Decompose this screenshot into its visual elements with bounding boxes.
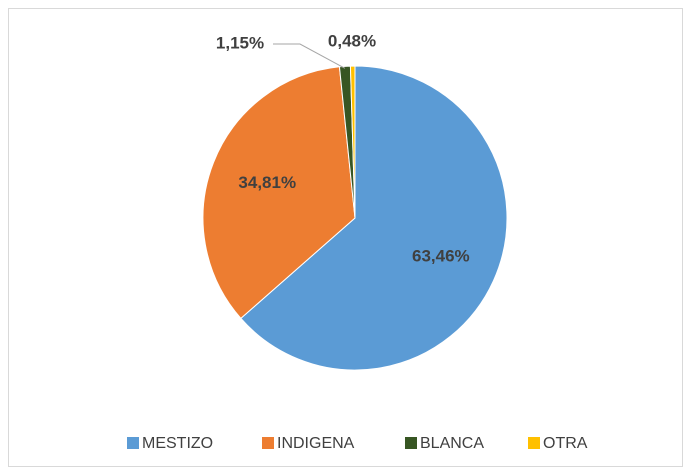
pie-slice: [240, 65, 508, 371]
leader-line: [273, 43, 346, 69]
legend-swatch: [528, 437, 540, 449]
data-label: 0,48%: [328, 31, 376, 50]
data-label: 34,81%: [238, 173, 296, 192]
legend-label: MESTIZO: [142, 435, 213, 452]
legend-swatch: [127, 437, 139, 449]
pie-slice: [202, 66, 356, 320]
data-label: 1,15%: [216, 33, 264, 52]
legend-label: OTRA: [543, 435, 588, 452]
legend-label: INDIGENA: [277, 435, 355, 452]
pie-slice: [349, 65, 356, 219]
legend-swatch: [262, 437, 274, 449]
legend-swatch: [405, 437, 417, 449]
data-label: 63,46%: [412, 246, 470, 265]
legend-label: BLANCA: [420, 435, 484, 452]
